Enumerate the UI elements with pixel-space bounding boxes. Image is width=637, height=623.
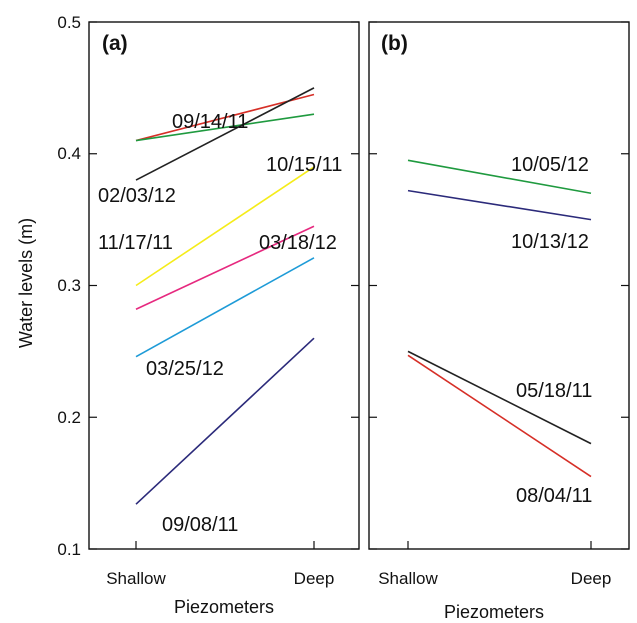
label-09-08-11: 09/08/11 — [162, 514, 238, 536]
label-02-03-12: 02/03/12 — [98, 185, 176, 207]
label-10-13-12: 10/13/12 — [511, 231, 589, 253]
y-tick-label-0: 0.1 — [57, 540, 81, 559]
axis-ticks — [89, 21, 629, 550]
y-axis-title: Water levels (m) — [16, 218, 36, 348]
label-09-14-11: 09/14/11 — [172, 111, 248, 133]
label-11-17-11: 11/17/11 — [98, 232, 173, 254]
y-tick-label-3: 0.4 — [57, 144, 81, 163]
panel-b-frame — [368, 21, 630, 550]
y-tick-label-2: 0.3 — [57, 276, 81, 295]
series-line-a-03-18-12 — [135, 225, 315, 310]
x-tick-label-b-shallow: Shallow — [378, 569, 438, 588]
label-03-18-12: 03/18/12 — [259, 232, 337, 254]
y-tick-label-1: 0.2 — [57, 408, 81, 427]
series-line-b-08-04-11 — [407, 354, 592, 478]
series-line-a-unlabeled-1 — [135, 113, 315, 142]
series-line-b-05-18-11 — [407, 350, 592, 445]
label-05-18-11: 05/18/11 — [516, 380, 592, 402]
y-tick-label-4: 0.5 — [57, 13, 81, 32]
label-03-25-12: 03/25/12 — [146, 358, 224, 380]
label-10-05-12: 10/05/12 — [511, 154, 589, 176]
x-tick-label-a-deep: Deep — [294, 569, 335, 588]
series-line-b-10-13-12 — [407, 189, 592, 221]
x-axis-title-b: Piezometers — [444, 602, 544, 622]
panel-a-label: (a) — [102, 32, 128, 55]
panel-a-frame — [88, 21, 360, 550]
series-line-a-09-14-11 — [135, 93, 315, 142]
series-line-b-10-05-12 — [407, 159, 592, 195]
x-tick-label-a-shallow: Shallow — [106, 569, 166, 588]
series-line-a-02-03-12 — [135, 87, 315, 181]
panel-b-series — [407, 159, 592, 478]
series-line-a-09-08-11 — [135, 337, 315, 505]
x-axis-title-a: Piezometers — [174, 597, 274, 617]
series-line-a-10-15-11 — [135, 166, 315, 287]
label-10-15-11: 10/15/11 — [266, 154, 342, 176]
series-line-a-03-25-12 — [135, 257, 315, 358]
x-tick-label-b-deep: Deep — [571, 569, 612, 588]
label-08-04-11: 08/04/11 — [516, 485, 592, 507]
panel-b-label: (b) — [381, 32, 408, 55]
panel-a-series — [135, 87, 315, 505]
